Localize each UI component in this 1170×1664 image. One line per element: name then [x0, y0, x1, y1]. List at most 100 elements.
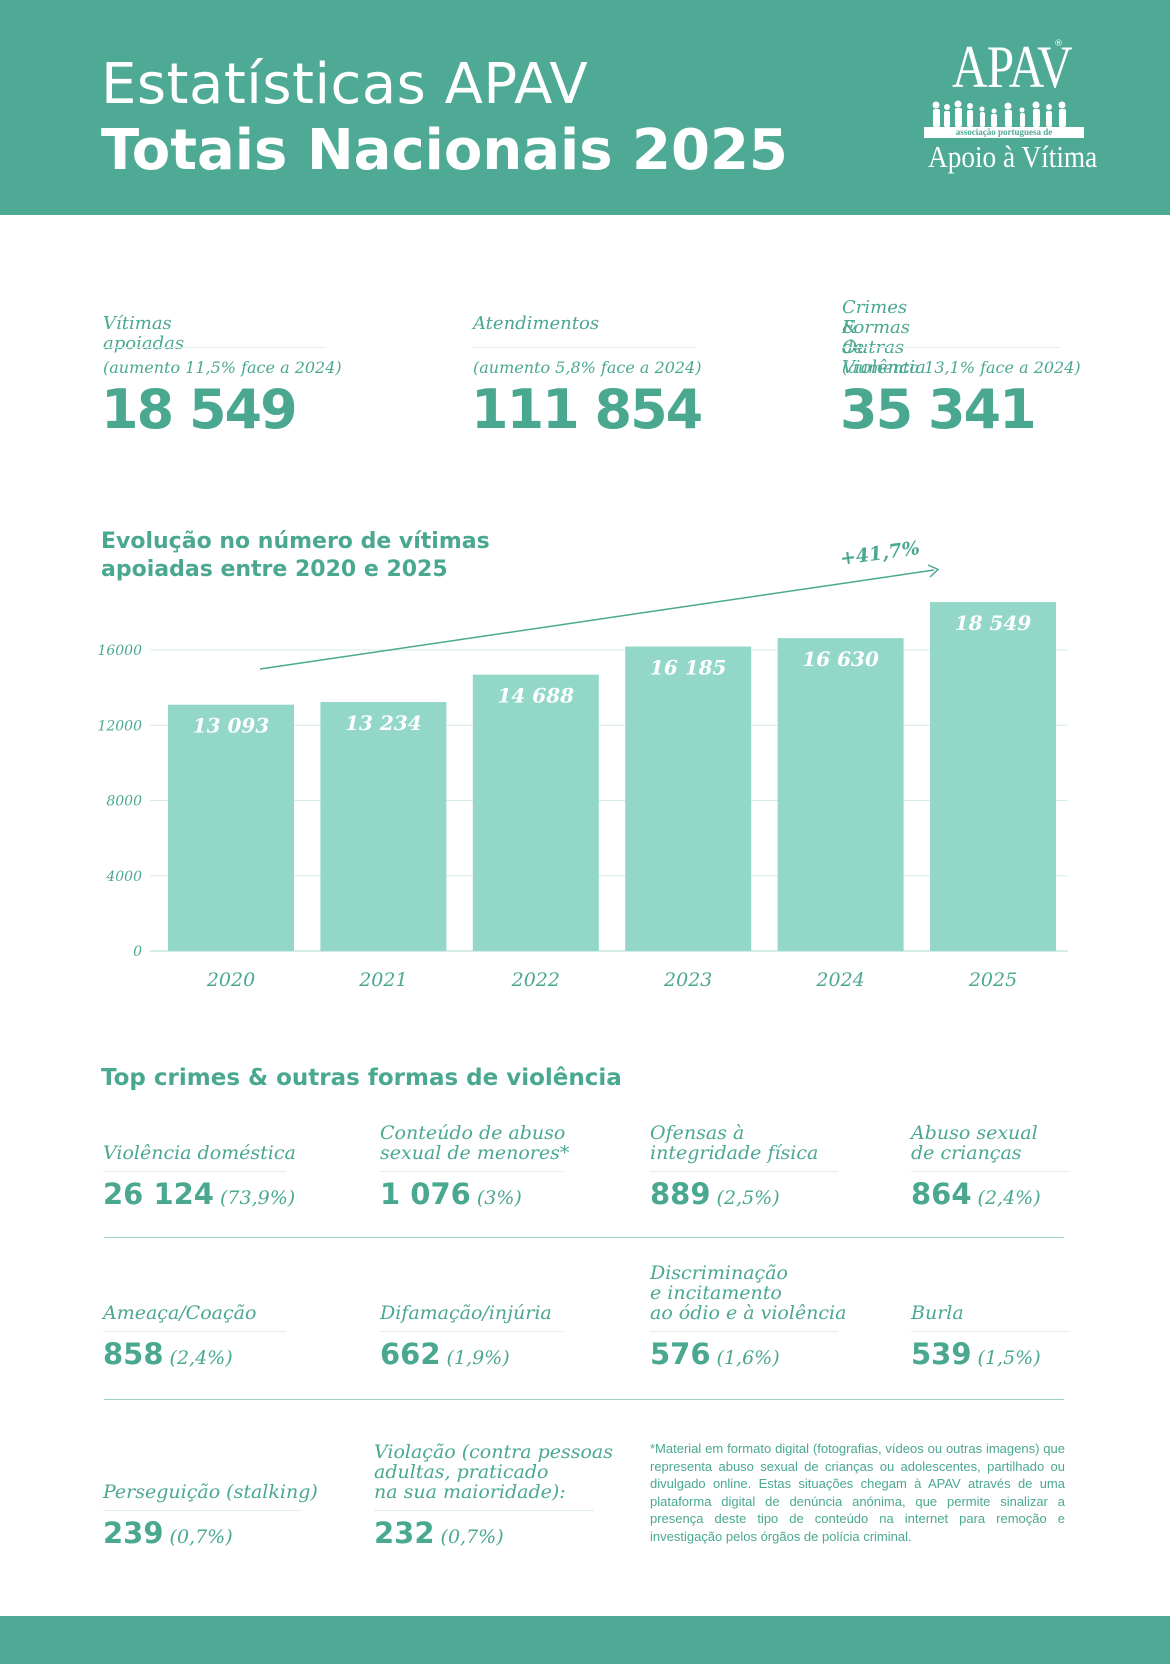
stat-change: (aumento 13,1% face a 2024) [842, 358, 1081, 377]
crime-count: 1 076 [380, 1177, 471, 1211]
crime-percentage: (0,7%) [169, 1526, 233, 1548]
crime-percentage: (2,4%) [977, 1187, 1041, 1209]
crime-divider [374, 1510, 594, 1511]
bar-2021 [320, 702, 447, 951]
header-banner: Estatísticas APAV Totais Nacionais 2025 … [0, 0, 1170, 215]
crime-label: de crianças [911, 1142, 1022, 1164]
crime-label: e incitamento [650, 1282, 782, 1304]
crime-count: 858 [103, 1337, 164, 1371]
x-tick-label: 2020 [206, 969, 255, 991]
bar-value-label: 13 234 [345, 711, 422, 735]
crime-label: ao ódio e à violência [650, 1302, 847, 1324]
stat-value: 35 341 [840, 378, 1037, 441]
crime-value: 889 (2,5%) [650, 1177, 780, 1211]
bar-value-label: 14 688 [498, 684, 575, 708]
logo-name: APAV [952, 34, 1073, 100]
x-tick-label: 2021 [358, 969, 407, 991]
crime-label: Violação (contra pessoas [374, 1441, 613, 1463]
crime-percentage: (3%) [476, 1187, 522, 1209]
crime-label: integridade física [650, 1142, 819, 1164]
y-tick-label: 8000 [106, 794, 142, 810]
bar-2022 [472, 674, 599, 951]
crimes-section-title: Top crimes & outras formas de violência [101, 1065, 622, 1091]
crime-value: 864 (2,4%) [911, 1177, 1041, 1211]
crime-label: Ameaça/Coação [103, 1302, 257, 1324]
stat-divider [842, 347, 1060, 348]
crime-count: 864 [911, 1177, 972, 1211]
crime-value: 1 076 (3%) [380, 1177, 522, 1211]
stat-label: Atendimentos [473, 313, 600, 334]
crime-divider [380, 1171, 563, 1172]
logo-registered-mark: ® [1054, 39, 1063, 49]
stat-divider [473, 347, 695, 348]
trend-arrow-line [259, 569, 935, 670]
crime-percentage: (1,6%) [716, 1347, 780, 1369]
row-divider [104, 1237, 1064, 1238]
stat-change: (aumento 5,8% face a 2024) [473, 358, 702, 377]
crime-label: Burla [911, 1302, 964, 1324]
crime-label: Abuso sexual [911, 1122, 1038, 1144]
x-tick-label: 2023 [663, 969, 712, 991]
bar-2020 [168, 704, 294, 951]
stat-label: Vítimas apoiadas [103, 313, 185, 354]
x-tick-label: 2024 [815, 969, 864, 991]
crime-value: 26 124 (73,9%) [103, 1177, 295, 1211]
stat-change: (aumento 11,5% face a 2024) [103, 358, 342, 377]
bar-2025 [930, 602, 1056, 951]
crime-divider [103, 1510, 301, 1511]
crime-percentage: (1,9%) [446, 1347, 510, 1369]
bar-value-label: 16 185 [650, 656, 727, 680]
crime-divider [911, 1331, 1069, 1332]
crime-count: 662 [380, 1337, 441, 1371]
y-tick-label: 16000 [97, 643, 142, 659]
crime-percentage: (2,4%) [169, 1347, 233, 1369]
chart-title-line2: apoiadas entre 2020 e 2025 [101, 557, 448, 582]
crime-label: Violência doméstica [103, 1142, 296, 1164]
crime-label: sexual de menores* [380, 1142, 570, 1164]
row-divider [104, 1399, 1064, 1400]
crime-label: Difamação/injúria [380, 1302, 552, 1324]
crime-divider [911, 1171, 1069, 1172]
stat-divider [103, 347, 325, 348]
crime-value: 239 (0,7%) [103, 1516, 233, 1550]
crime-percentage: (0,7%) [440, 1526, 504, 1548]
bar-2023 [625, 646, 752, 951]
crime-divider [103, 1331, 286, 1332]
crime-label: Perseguição (stalking) [103, 1481, 318, 1503]
crime-value: 662 (1,9%) [380, 1337, 510, 1371]
crime-label: Conteúdo de abuso [380, 1122, 566, 1144]
apav-logo: APAV ® associação portuguesa de Apoio à … [922, 34, 1097, 185]
y-tick-label: 4000 [105, 869, 142, 885]
crime-percentage: (1,5%) [977, 1347, 1041, 1369]
crime-label: Ofensas à [650, 1122, 745, 1144]
stat-value: 18 549 [101, 378, 298, 441]
crime-label: Discriminação [650, 1262, 788, 1284]
crime-divider [380, 1331, 563, 1332]
y-tick-label: 12000 [97, 718, 142, 734]
crime-divider [650, 1171, 838, 1172]
crime-value: 858 (2,4%) [103, 1337, 233, 1371]
footer-banner [0, 1616, 1170, 1664]
stat-value: 111 854 [471, 378, 703, 441]
y-tick-label: 0 [133, 944, 142, 960]
page-title: Estatísticas APAV [101, 52, 589, 117]
trend-label: +41,7% [839, 537, 922, 570]
x-tick-label: 2022 [511, 969, 560, 991]
victims-bar-chart: 0 4000 8000 12000 16000 13 093 2020 13 234 2021 1… [97, 537, 1068, 991]
x-tick-label: 2025 [968, 969, 1017, 991]
page-subtitle: Totais Nacionais 2025 [101, 118, 788, 183]
crime-value: 539 (1,5%) [911, 1337, 1041, 1371]
chart-title-line1: Evolução no número de vítimas [101, 529, 490, 554]
bar-value-label: 18 549 [955, 611, 1032, 635]
logo-band: associação portuguesa de [924, 127, 1084, 138]
crime-divider [103, 1171, 286, 1172]
people-silhouettes-icon [932, 100, 1066, 127]
crime-count: 232 [374, 1516, 435, 1550]
bar-value-label: 16 630 [802, 647, 879, 671]
crime-count: 239 [103, 1516, 164, 1550]
crime-label: adultas, praticado [374, 1461, 549, 1483]
logo-subtitle: Apoio à Vítima [928, 139, 1098, 174]
footnote: *Material em formato digital (fotografia… [650, 1441, 1065, 1544]
crime-value: 232 (0,7%) [374, 1516, 504, 1550]
chart-title: Evolução no número de vítimas apoiadas e… [101, 528, 490, 584]
